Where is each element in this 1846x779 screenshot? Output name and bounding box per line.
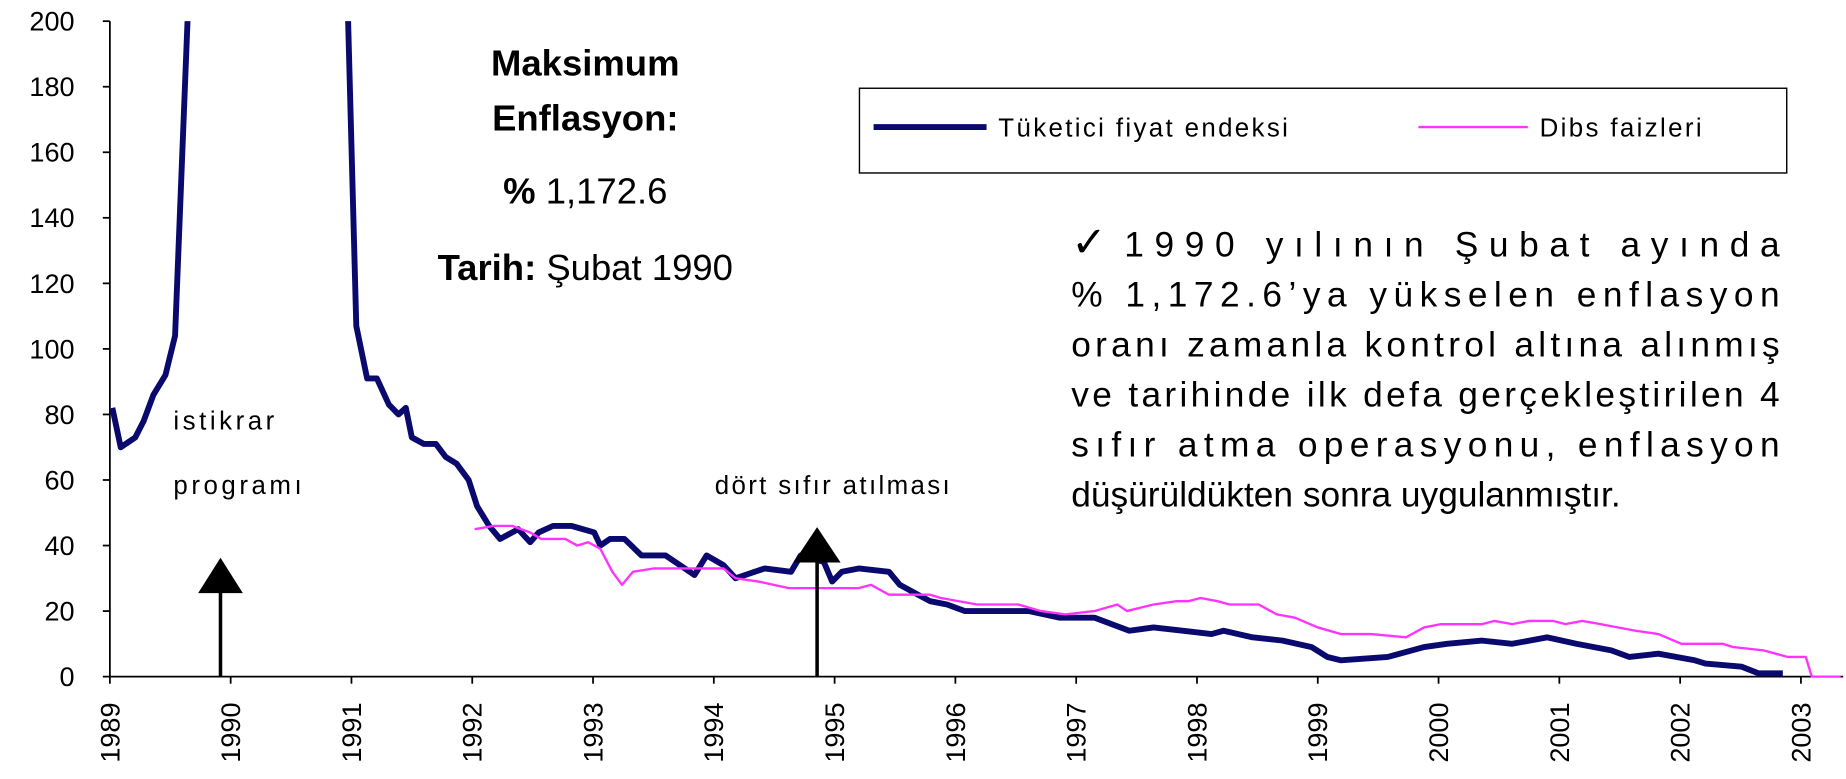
series-line <box>474 524 1841 678</box>
note-line: düşürüldükten sonra uygulanmıştır. <box>1071 476 1620 515</box>
series-line <box>109 21 1783 677</box>
y-tick-label: 120 <box>29 269 74 299</box>
date-text: Şubat 1990 <box>546 247 733 288</box>
max-title: Enflasyon: <box>492 98 678 139</box>
max-value-number: 1,172.6 <box>546 171 668 212</box>
check-mark: ✓ <box>1071 219 1107 266</box>
y-tick-label: 180 <box>29 72 74 102</box>
y-tick-label: 100 <box>29 334 74 364</box>
x-tick-label: 1993 <box>578 703 608 763</box>
axes: 0 20 40 60 80 100 120 140 160 180 200 1989 1990 1991 1… <box>29 7 1844 763</box>
lines <box>109 21 1841 678</box>
program-label: istikrar <box>173 408 277 436</box>
x-tick-label: 2003 <box>1786 703 1816 763</box>
x-tick-label: 1989 <box>95 703 125 763</box>
x-tick-label: 1994 <box>699 703 729 763</box>
x-tick-label: 1992 <box>458 703 488 763</box>
zeros-label: dört sıfır atılması <box>715 472 952 500</box>
y-tick-label: 20 <box>44 596 74 626</box>
max-date: Tarih: Şubat 1990 <box>438 247 733 288</box>
x-tick-label: 2001 <box>1545 703 1575 763</box>
x-tick-label: 1999 <box>1303 703 1333 763</box>
arrow-head <box>198 557 243 594</box>
legend-label: Tüketici fiyat endeksi <box>998 115 1290 143</box>
y-tick-label: 160 <box>29 138 74 168</box>
x-tick-label: 1998 <box>1182 703 1212 763</box>
program-label: programı <box>173 472 305 500</box>
y-tick-label: 80 <box>44 400 74 430</box>
legend: Tüketici fiyat endeksi Dibs faizleri <box>873 115 1704 143</box>
x-tick-label: 2000 <box>1424 703 1454 763</box>
note-line: oranı zamanla kontrol altına alınmış <box>1071 326 1779 365</box>
y-tick-label: 60 <box>44 465 74 495</box>
max-value: % 1,172.6 <box>503 171 667 212</box>
y-tick-label: 140 <box>29 203 74 233</box>
max-value-label: % <box>503 171 535 212</box>
max-title: Maksimum <box>491 42 679 83</box>
y-tick-label: 40 <box>44 531 74 561</box>
x-tick-label: 1995 <box>820 703 850 763</box>
note-line: 1990 yılının Şubat ayında <box>1124 226 1780 265</box>
y-tick-label: 0 <box>60 662 75 692</box>
x-tick-label: 1997 <box>1062 703 1092 763</box>
x-tick-label: 1991 <box>337 703 367 763</box>
x-tick-label: 1990 <box>216 703 246 763</box>
x-tick-label: 1996 <box>941 703 971 763</box>
note-line: % 1,172.6’ya yükselen enflasyon <box>1071 276 1779 315</box>
note: 1990 yılının Şubat ayında % 1,172.6’ya yü… <box>1071 226 1780 515</box>
date-label: Tarih: <box>438 247 537 288</box>
y-tick-label: 200 <box>29 7 74 37</box>
legend-box <box>858 87 1788 174</box>
legend-label: Dibs faizleri <box>1540 115 1704 143</box>
note-line: ve tarihinde ilk defa gerçekleştirilen 4 <box>1071 376 1779 415</box>
x-tick-label: 2002 <box>1666 703 1696 763</box>
note-line: sıfır atma operasyonu, enflasyon <box>1071 426 1779 465</box>
arrow-head <box>793 527 841 563</box>
